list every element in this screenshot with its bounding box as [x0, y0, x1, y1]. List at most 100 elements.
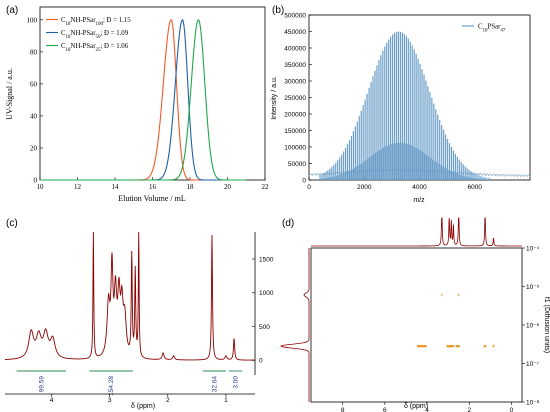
panel-b-ylabel: Intensity / a.u. [271, 76, 278, 120]
panel-a-legend-label-part: 50 [95, 35, 101, 40]
panel-b-legend-label-part: 18 [483, 28, 489, 33]
panel-a-legend-label-part: 18 [66, 35, 72, 40]
panel-a-xtick-label: 12 [74, 183, 82, 191]
panel-a-legend-label-part: C [61, 17, 66, 24]
panel-d-ticks: 8 6 4 2 0 10⁻⁴ 10⁻⁵ 10⁻⁶ 10⁻⁷ 10⁻⁸ [341, 245, 540, 412]
panel-d-ytick-label: 10⁻⁵ [526, 284, 540, 291]
panel-d-spot [458, 293, 460, 297]
panel-d-xtick-label: 0 [510, 407, 514, 412]
panel-a-legend-label-part: NH-PSar [71, 17, 97, 24]
panel-b-xtick-label: 4000 [412, 184, 427, 191]
panel-b-ytick-label: 400000 [284, 45, 306, 52]
panel-c-integral-label: 154.28 [108, 376, 115, 396]
panel-a-legend-label-part: C [61, 43, 66, 50]
panel-b-ytick-label: 350000 [284, 62, 306, 69]
panel-b-legend-label-part: PSar [488, 24, 502, 31]
panel-b-xtick-label: 0 [307, 184, 311, 191]
panel-b-ytick-label: 450000 [284, 29, 306, 36]
panel-a-legend-label-part: ; Đ = 1.06 [100, 43, 128, 50]
panel-d-top-spectrum [311, 217, 522, 247]
panel-d-spot [483, 344, 487, 348]
panel-a-xlabel: Elution Volume / mL [118, 194, 186, 203]
panel-a-legend-label-part: ; Đ = 1.15 [103, 17, 131, 24]
panel-c-nmr-chart: 99.59 154.28 32.64 3.00 0 500 1000 1500 4 3 2 1 δ … [4, 231, 274, 410]
panel-d-spot [492, 344, 495, 348]
panel-a-series [40, 19, 247, 181]
panel-c-xlabel: δ (ppm) [131, 403, 155, 410]
panel-d-spots [417, 293, 495, 348]
panel-c-xtick-label: 1 [224, 397, 228, 404]
panel-d-xlabel: δ (ppm) [404, 403, 428, 410]
panel-b-ytick-label: 300000 [284, 78, 306, 85]
panel-a-ytick-label: 60 [30, 80, 38, 88]
panel-label-a: (a) [6, 5, 18, 16]
panel-d-xtick-label: 8 [341, 407, 345, 412]
panel-b-xtick-label: 2000 [357, 184, 372, 191]
panel-label-d: (d) [282, 218, 294, 229]
panel-c-xtick-label: 2 [166, 397, 170, 404]
panel-a-legend-label-part: 25 [95, 48, 101, 53]
panel-b-spectrum [308, 31, 531, 180]
panel-d-spot [417, 344, 427, 348]
panel-label-b: (b) [272, 5, 284, 16]
panel-a-legend-label-part: C [61, 30, 66, 37]
panel-c-spectrum-line [4, 231, 255, 361]
panel-a-xtick-label: 22 [262, 183, 270, 191]
panel-a-legend-label: C18NH-PSar50; Đ = 1.09 [61, 30, 129, 40]
panel-b-ytick-label: 150000 [284, 128, 306, 135]
panel-a-ytick-label: 40 [30, 112, 38, 120]
panel-a-ytick-label: 80 [30, 48, 38, 56]
panel-a-ytick-label: 0 [34, 177, 38, 185]
panel-d-ytick-label: 10⁻⁶ [526, 322, 540, 329]
panel-b-ytick-label: 500000 [284, 12, 306, 19]
panel-d-spot [446, 344, 454, 348]
panel-a-legend-label-part: NH-PSar [71, 30, 97, 37]
panel-a-legend-label-part: ; Đ = 1.09 [100, 30, 128, 37]
panel-a-xtick-label: 20 [224, 183, 232, 191]
panel-b-ms-chart: 0 2000 4000 6000 0 50000 100000 150000 200000 250… [271, 12, 531, 204]
panel-d-spot [441, 293, 443, 297]
panel-c-ytick-label: 1500 [259, 256, 274, 263]
panel-b-legend-label: C18PSar47 [478, 24, 506, 34]
panel-a-xtick-label: 18 [187, 183, 195, 191]
panel-a-legend-label: C18NH-PSar25; Đ = 1.06 [61, 43, 129, 53]
panel-b-ytick-label: 100000 [284, 144, 306, 151]
panel-d-ylabel: f1 (Diffusion units) [543, 297, 550, 353]
panel-b-legend: C18PSar47 [462, 24, 506, 34]
panel-b-ytick-label: 200000 [284, 111, 306, 118]
panel-a-legend-label-part: NH-PSar [71, 43, 97, 50]
panel-b-legend-label-part: 47 [500, 28, 506, 33]
panel-c-ytick-label: 0 [259, 358, 263, 365]
panel-d-spot [455, 344, 460, 348]
panel-c-ytick-label: 1000 [259, 290, 274, 297]
panel-b-ytick-label: 50000 [288, 161, 306, 168]
panel-d-xtick-label: 2 [467, 407, 471, 412]
panel-c-ytick-label: 500 [259, 324, 270, 331]
panel-b-legend-label-part: C [478, 24, 483, 31]
panel-c-integrals: 99.59 154.28 32.64 3.00 [16, 370, 243, 396]
panel-c-xtick-label: 4 [50, 397, 54, 404]
panel-d-ytick-label: 10⁻⁴ [526, 245, 540, 252]
panel-c-xtick-label: 3 [108, 397, 112, 404]
panel-a-xtick-label: 16 [149, 183, 157, 191]
panel-a-legend-label-part: 18 [66, 22, 72, 27]
panel-a-legend-label-part: 100 [95, 22, 103, 27]
panel-b-ytick-label: 0 [302, 177, 306, 184]
panel-c-spectrum [4, 231, 255, 361]
panel-d-frame [310, 247, 523, 403]
panel-a-series-line [40, 19, 247, 181]
panel-a-ytick-label: 20 [30, 144, 38, 152]
panel-a-ylabel: UV-Signal / a.u. [5, 68, 14, 120]
panel-d-top-projection [311, 217, 522, 247]
panel-c-integral-label: 3.00 [233, 376, 240, 389]
panel-b-ticks: 0 2000 4000 6000 0 50000 100000 150000 200000 250… [284, 12, 482, 191]
panel-a-legend-label: C18NH-PSar100; Đ = 1.15 [61, 17, 131, 27]
panel-d-xtick-label: 6 [383, 407, 387, 412]
panel-c-integral-label: 99.59 [38, 376, 45, 393]
panel-c-ticks: 0 500 1000 1500 4 3 2 1 [5, 232, 274, 404]
panel-b-xtick-label: 6000 [468, 184, 483, 191]
panel-b-ytick-label: 250000 [284, 95, 306, 102]
